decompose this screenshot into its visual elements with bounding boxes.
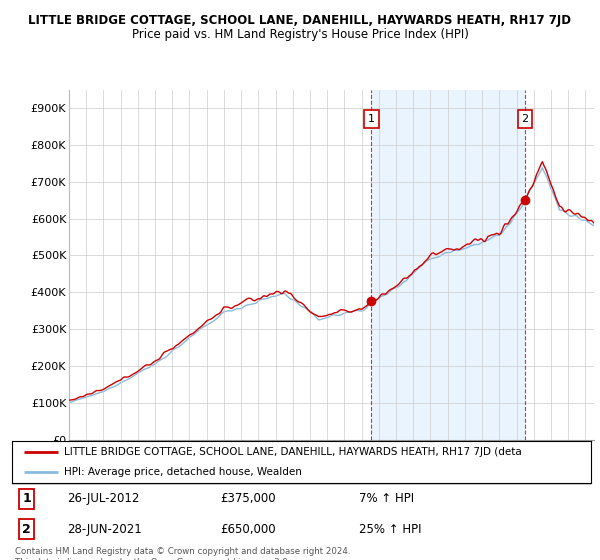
Text: 25% ↑ HPI: 25% ↑ HPI: [359, 522, 422, 535]
Text: 28-JUN-2021: 28-JUN-2021: [67, 522, 142, 535]
Text: LITTLE BRIDGE COTTAGE, SCHOOL LANE, DANEHILL, HAYWARDS HEATH, RH17 7JD: LITTLE BRIDGE COTTAGE, SCHOOL LANE, DANE…: [29, 14, 571, 27]
Text: £375,000: £375,000: [220, 492, 276, 505]
Text: 2: 2: [22, 522, 31, 535]
Bar: [371, 90, 525, 440]
Text: 1: 1: [368, 114, 375, 124]
Text: 2: 2: [521, 114, 529, 124]
Text: Price paid vs. HM Land Registry's House Price Index (HPI): Price paid vs. HM Land Registry's House …: [131, 28, 469, 41]
Text: 1: 1: [22, 492, 31, 505]
Text: LITTLE BRIDGE COTTAGE, SCHOOL LANE, DANEHILL, HAYWARDS HEATH, RH17 7JD (deta: LITTLE BRIDGE COTTAGE, SCHOOL LANE, DANE…: [64, 447, 522, 458]
Text: 26-JUL-2012: 26-JUL-2012: [67, 492, 139, 505]
Text: Contains HM Land Registry data © Crown copyright and database right 2024.
This d: Contains HM Land Registry data © Crown c…: [15, 547, 350, 560]
Text: HPI: Average price, detached house, Wealden: HPI: Average price, detached house, Weal…: [64, 467, 302, 477]
Text: 7% ↑ HPI: 7% ↑ HPI: [359, 492, 415, 505]
Text: £650,000: £650,000: [220, 522, 276, 535]
